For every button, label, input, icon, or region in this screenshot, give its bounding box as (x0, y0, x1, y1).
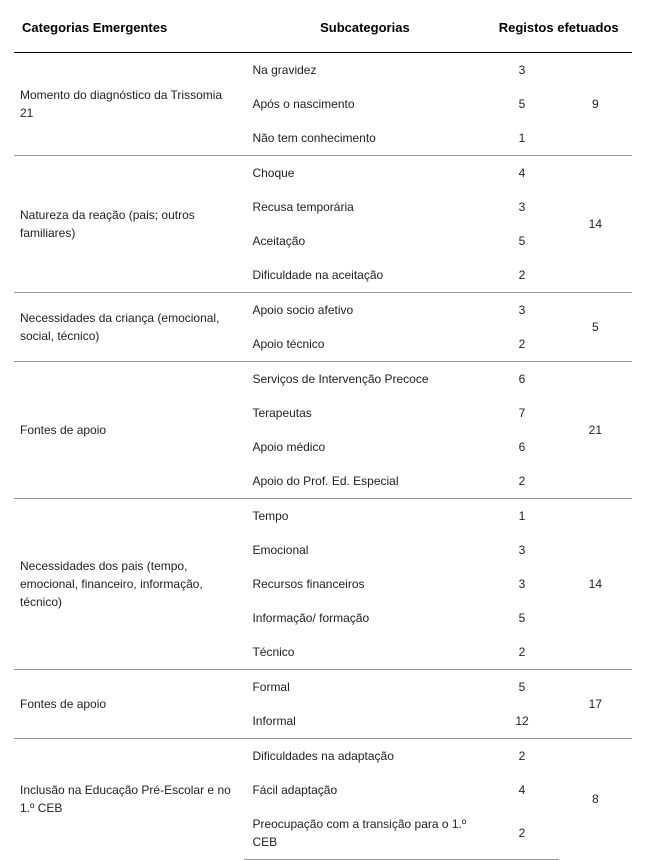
table-row: Fontes de apoioFormal517 (14, 669, 632, 704)
subcategory-cell: Dificuldades na adaptação (244, 738, 485, 773)
count-cell: 6 (485, 430, 558, 464)
subcategory-cell: Formal (244, 669, 485, 704)
count-cell: 2 (485, 738, 558, 773)
subcategory-cell: Fácil adaptação (244, 773, 485, 807)
category-cell: Necessidades da criança (emocional, soci… (14, 292, 244, 361)
subcategory-cell: Apoio técnico (244, 327, 485, 362)
count-cell: 3 (485, 292, 558, 327)
count-cell: 4 (485, 155, 558, 190)
total-cell: 14 (559, 498, 632, 669)
subcategory-cell: Apoio médico (244, 430, 485, 464)
subcategory-cell: Recusa temporária (244, 190, 485, 224)
table-header-row: Categorias Emergentes Subcategorias Regi… (14, 8, 632, 52)
count-cell: 5 (485, 669, 558, 704)
count-cell: 2 (485, 635, 558, 670)
table-row: Necessidades da criança (emocional, soci… (14, 292, 632, 327)
count-cell: 3 (485, 567, 558, 601)
subcategory-cell: Emocional (244, 533, 485, 567)
subcategory-cell: Tempo (244, 498, 485, 533)
count-cell: 2 (485, 327, 558, 362)
count-cell: 5 (485, 601, 558, 635)
count-cell: 1 (485, 498, 558, 533)
table-row: Fontes de apoioServiços de Intervenção P… (14, 361, 632, 396)
subcategory-cell: Terapeutas (244, 396, 485, 430)
count-cell: 4 (485, 773, 558, 807)
subcategory-cell: Apoio socio afetivo (244, 292, 485, 327)
count-cell: 2 (485, 464, 558, 499)
count-cell: 2 (485, 258, 558, 293)
table-row: Natureza da reação (pais; outros familia… (14, 155, 632, 190)
count-cell: 7 (485, 396, 558, 430)
count-cell: 5 (485, 224, 558, 258)
categories-table: Categorias Emergentes Subcategorias Regi… (14, 8, 632, 860)
subcategory-cell: Técnico (244, 635, 485, 670)
table-row: Inclusão na Educação Pré-Escolar e no 1.… (14, 738, 632, 773)
category-cell: Natureza da reação (pais; outros familia… (14, 155, 244, 292)
category-cell: Necessidades dos pais (tempo, emocional,… (14, 498, 244, 669)
category-cell: Inclusão na Educação Pré-Escolar e no 1.… (14, 738, 244, 859)
subcategory-cell: Serviços de Intervenção Precoce (244, 361, 485, 396)
subcategory-cell: Após o nascimento (244, 87, 485, 121)
subcategory-cell: Não tem conhecimento (244, 121, 485, 156)
subcategory-cell: Informal (244, 704, 485, 739)
subcategory-cell: Recursos financeiros (244, 567, 485, 601)
category-cell: Momento do diagnóstico da Trissomia 21 (14, 52, 244, 155)
count-cell: 3 (485, 533, 558, 567)
subcategory-cell: Na gravidez (244, 52, 485, 87)
count-cell: 1 (485, 121, 558, 156)
category-cell: Fontes de apoio (14, 361, 244, 498)
table-row: Necessidades dos pais (tempo, emocional,… (14, 498, 632, 533)
header-categorias: Categorias Emergentes (14, 8, 244, 52)
total-cell: 17 (559, 669, 632, 738)
count-cell: 2 (485, 807, 558, 860)
total-cell: 9 (559, 52, 632, 155)
total-cell: 21 (559, 361, 632, 498)
subcategory-cell: Apoio do Prof. Ed. Especial (244, 464, 485, 499)
count-cell: 3 (485, 190, 558, 224)
subcategory-cell: Dificuldade na aceitação (244, 258, 485, 293)
count-cell: 3 (485, 52, 558, 87)
subcategory-cell: Preocupação com a transição para o 1.º C… (244, 807, 485, 860)
total-cell: 14 (559, 155, 632, 292)
subcategory-cell: Choque (244, 155, 485, 190)
category-cell: Fontes de apoio (14, 669, 244, 738)
subcategory-cell: Aceitação (244, 224, 485, 258)
header-registos: Registos efetuados (485, 8, 632, 52)
count-cell: 5 (485, 87, 558, 121)
count-cell: 12 (485, 704, 558, 739)
subcategory-cell: Informação/ formação (244, 601, 485, 635)
total-cell: 8 (559, 738, 632, 859)
total-cell: 5 (559, 292, 632, 361)
header-subcategorias: Subcategorias (244, 8, 485, 52)
table-row: Momento do diagnóstico da Trissomia 21Na… (14, 52, 632, 87)
count-cell: 6 (485, 361, 558, 396)
